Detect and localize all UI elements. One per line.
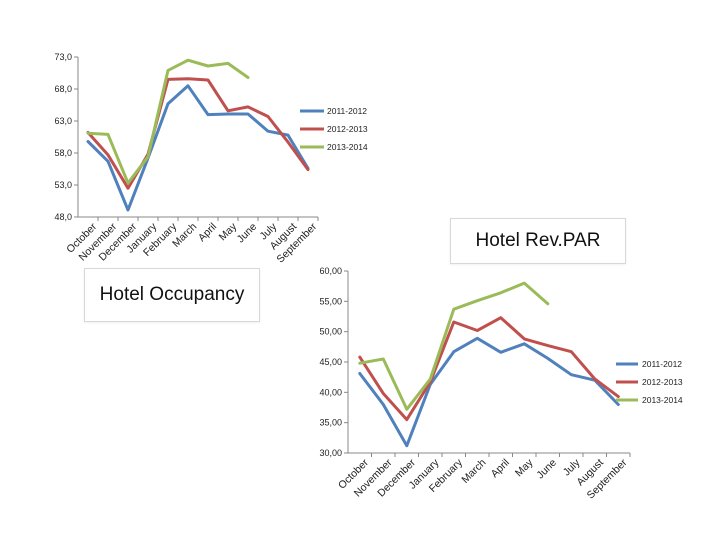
occupancy-y-tick-label: 73,0 — [54, 52, 72, 62]
occupancy-x-tick-label: April — [196, 221, 219, 244]
revpar-legend-label: 2011-2012 — [642, 359, 682, 369]
revpar-x-tick-label: June — [534, 457, 559, 482]
revpar-series-2011-2012-line — [358, 336, 620, 448]
occupancy-y-tick-label: 58,0 — [54, 148, 72, 158]
occupancy-series-2012-2013-line — [86, 77, 310, 190]
revpar-series-2012-2013-line — [358, 316, 620, 422]
revpar-y-tick-label: 40,00 — [319, 387, 342, 397]
occupancy-y-tick-label: 63,0 — [54, 116, 72, 126]
revpar-y-tick-label: 50,00 — [319, 327, 342, 337]
occupancy-x-tick-label: June — [235, 221, 260, 246]
occupancy-y-tick-label: 53,0 — [54, 180, 72, 190]
occupancy-series-2013-2014-line — [86, 58, 250, 185]
revpar-x-tick-label: April — [489, 457, 512, 480]
revpar-chart-title: Hotel Rev.PAR — [450, 218, 626, 264]
revpar-y-tick-label: 60,00 — [319, 266, 342, 276]
occupancy-legend-label: 2013-2014 — [327, 142, 368, 152]
occupancy-series-2011-2012-line — [86, 84, 310, 212]
occupancy-legend-label: 2012-2013 — [327, 124, 368, 134]
occupancy-chart-title: Hotel Occupancy — [84, 268, 260, 322]
revpar-legend-label: 2012-2013 — [642, 377, 683, 387]
revpar-y-tick-label: 30,00 — [319, 448, 342, 458]
revpar-y-tick-label: 35,00 — [319, 418, 342, 428]
revpar-legend-label: 2013-2014 — [642, 395, 683, 405]
revpar-y-tick-label: 45,00 — [319, 357, 342, 367]
revpar-y-tick-label: 55,00 — [319, 296, 342, 306]
occupancy-y-tick-label: 68,0 — [54, 84, 72, 94]
occupancy-y-tick-label: 48,0 — [54, 212, 72, 222]
revpar-series-2013-2014-line — [358, 281, 550, 411]
revpar-x-tick-label: May — [513, 456, 536, 479]
revpar-x-tick-label: March — [459, 457, 488, 486]
occupancy-legend-label: 2011-2012 — [327, 106, 367, 116]
